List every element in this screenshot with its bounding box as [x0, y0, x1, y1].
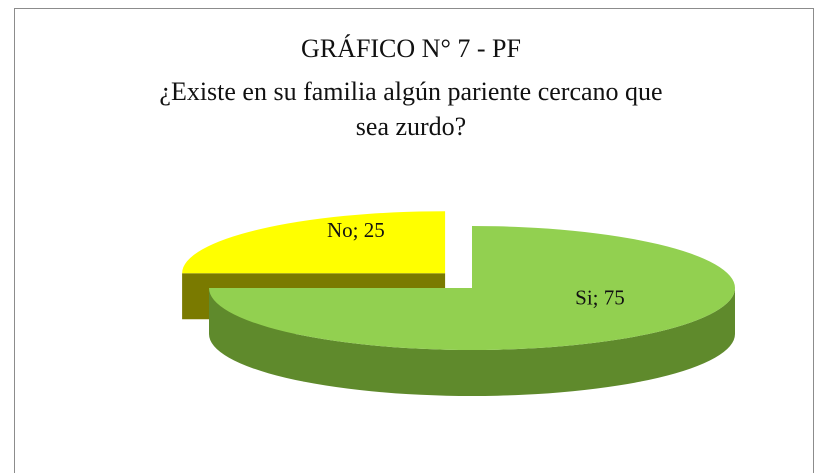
- chart-frame: [14, 8, 814, 473]
- data-label: No; 25: [327, 218, 385, 242]
- chart-subtitle: ¿Existe en su familia algún pariente cer…: [159, 77, 663, 141]
- chart-title: GRÁFICO N° 7 - PF: [301, 34, 521, 63]
- pie-slice: [209, 226, 735, 350]
- data-label: Si; 75: [575, 286, 625, 310]
- pie-slice: [182, 211, 446, 274]
- slice-side: [209, 288, 735, 396]
